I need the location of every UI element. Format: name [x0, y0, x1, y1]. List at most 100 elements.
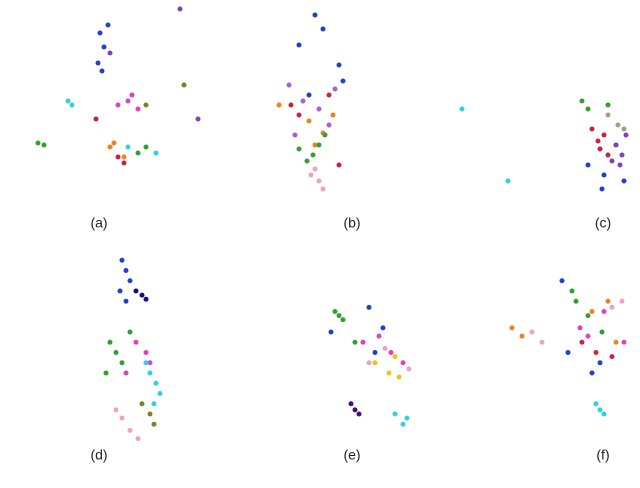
- point: [320, 186, 326, 192]
- point: [312, 12, 318, 18]
- point: [119, 257, 125, 263]
- point: [386, 370, 392, 376]
- point: [348, 401, 354, 407]
- point: [147, 411, 153, 417]
- point: [615, 122, 621, 128]
- panel-label: (f): [596, 447, 609, 463]
- point: [296, 146, 302, 152]
- point: [135, 106, 141, 112]
- point: [609, 354, 615, 360]
- point: [336, 162, 342, 168]
- point: [296, 42, 302, 48]
- point: [340, 317, 346, 323]
- point: [320, 26, 326, 32]
- point: [286, 82, 292, 88]
- point: [595, 138, 601, 144]
- point: [65, 98, 71, 104]
- point: [123, 268, 129, 273]
- point: [101, 44, 107, 50]
- point: [605, 298, 611, 304]
- point: [356, 411, 362, 417]
- point: [593, 350, 599, 355]
- point: [617, 162, 623, 168]
- point: [366, 304, 372, 310]
- point: [621, 178, 627, 184]
- point: [609, 304, 615, 310]
- point: [316, 142, 322, 148]
- point: [360, 339, 366, 345]
- point: [585, 106, 591, 112]
- point: [589, 126, 595, 132]
- point: [623, 132, 629, 138]
- point: [559, 278, 565, 284]
- point: [147, 370, 153, 376]
- point: [276, 102, 282, 108]
- point: [565, 350, 571, 355]
- point: [69, 102, 75, 108]
- point: [99, 68, 105, 74]
- point: [400, 421, 406, 427]
- point: [404, 415, 410, 421]
- point: [585, 162, 591, 168]
- point: [396, 374, 402, 380]
- point: [125, 144, 131, 150]
- point: [119, 415, 125, 421]
- point: [597, 407, 603, 413]
- point: [135, 150, 141, 156]
- point: [585, 333, 591, 339]
- point: [400, 360, 406, 366]
- point: [366, 360, 372, 366]
- point: [117, 288, 123, 294]
- point: [306, 118, 312, 124]
- point: [121, 160, 127, 166]
- point: [336, 313, 342, 319]
- point: [143, 360, 149, 366]
- point: [153, 380, 159, 386]
- point: [621, 126, 627, 132]
- point: [111, 140, 117, 146]
- point: [380, 325, 386, 331]
- point: [139, 292, 145, 298]
- point: [332, 86, 338, 92]
- point: [601, 411, 607, 417]
- point: [93, 116, 99, 122]
- point: [601, 309, 607, 314]
- point: [127, 329, 133, 335]
- panel-label: (b): [343, 215, 360, 231]
- point: [459, 106, 465, 112]
- point: [352, 339, 358, 345]
- point: [577, 325, 583, 331]
- point: [601, 132, 607, 138]
- point: [330, 112, 336, 118]
- point: [597, 146, 603, 152]
- point: [129, 92, 135, 98]
- point: [312, 142, 318, 148]
- point: [308, 172, 314, 178]
- point: [529, 329, 535, 335]
- point: [605, 152, 611, 158]
- point: [336, 62, 342, 68]
- point: [589, 370, 595, 376]
- point: [125, 98, 131, 104]
- point: [406, 366, 412, 372]
- point: [599, 329, 605, 335]
- point: [181, 82, 187, 88]
- panel-label: (c): [595, 215, 611, 231]
- point: [119, 360, 125, 366]
- point: [310, 152, 316, 158]
- point: [382, 345, 388, 351]
- point: [579, 339, 585, 345]
- point: [599, 186, 605, 192]
- point: [147, 360, 153, 366]
- point: [352, 407, 358, 413]
- point: [579, 98, 585, 104]
- point: [97, 30, 103, 36]
- point: [621, 339, 627, 345]
- point: [597, 360, 603, 366]
- point: [372, 350, 378, 355]
- point: [103, 370, 109, 376]
- point: [601, 172, 607, 178]
- point: [296, 112, 302, 118]
- point: [41, 142, 47, 148]
- point: [519, 333, 525, 339]
